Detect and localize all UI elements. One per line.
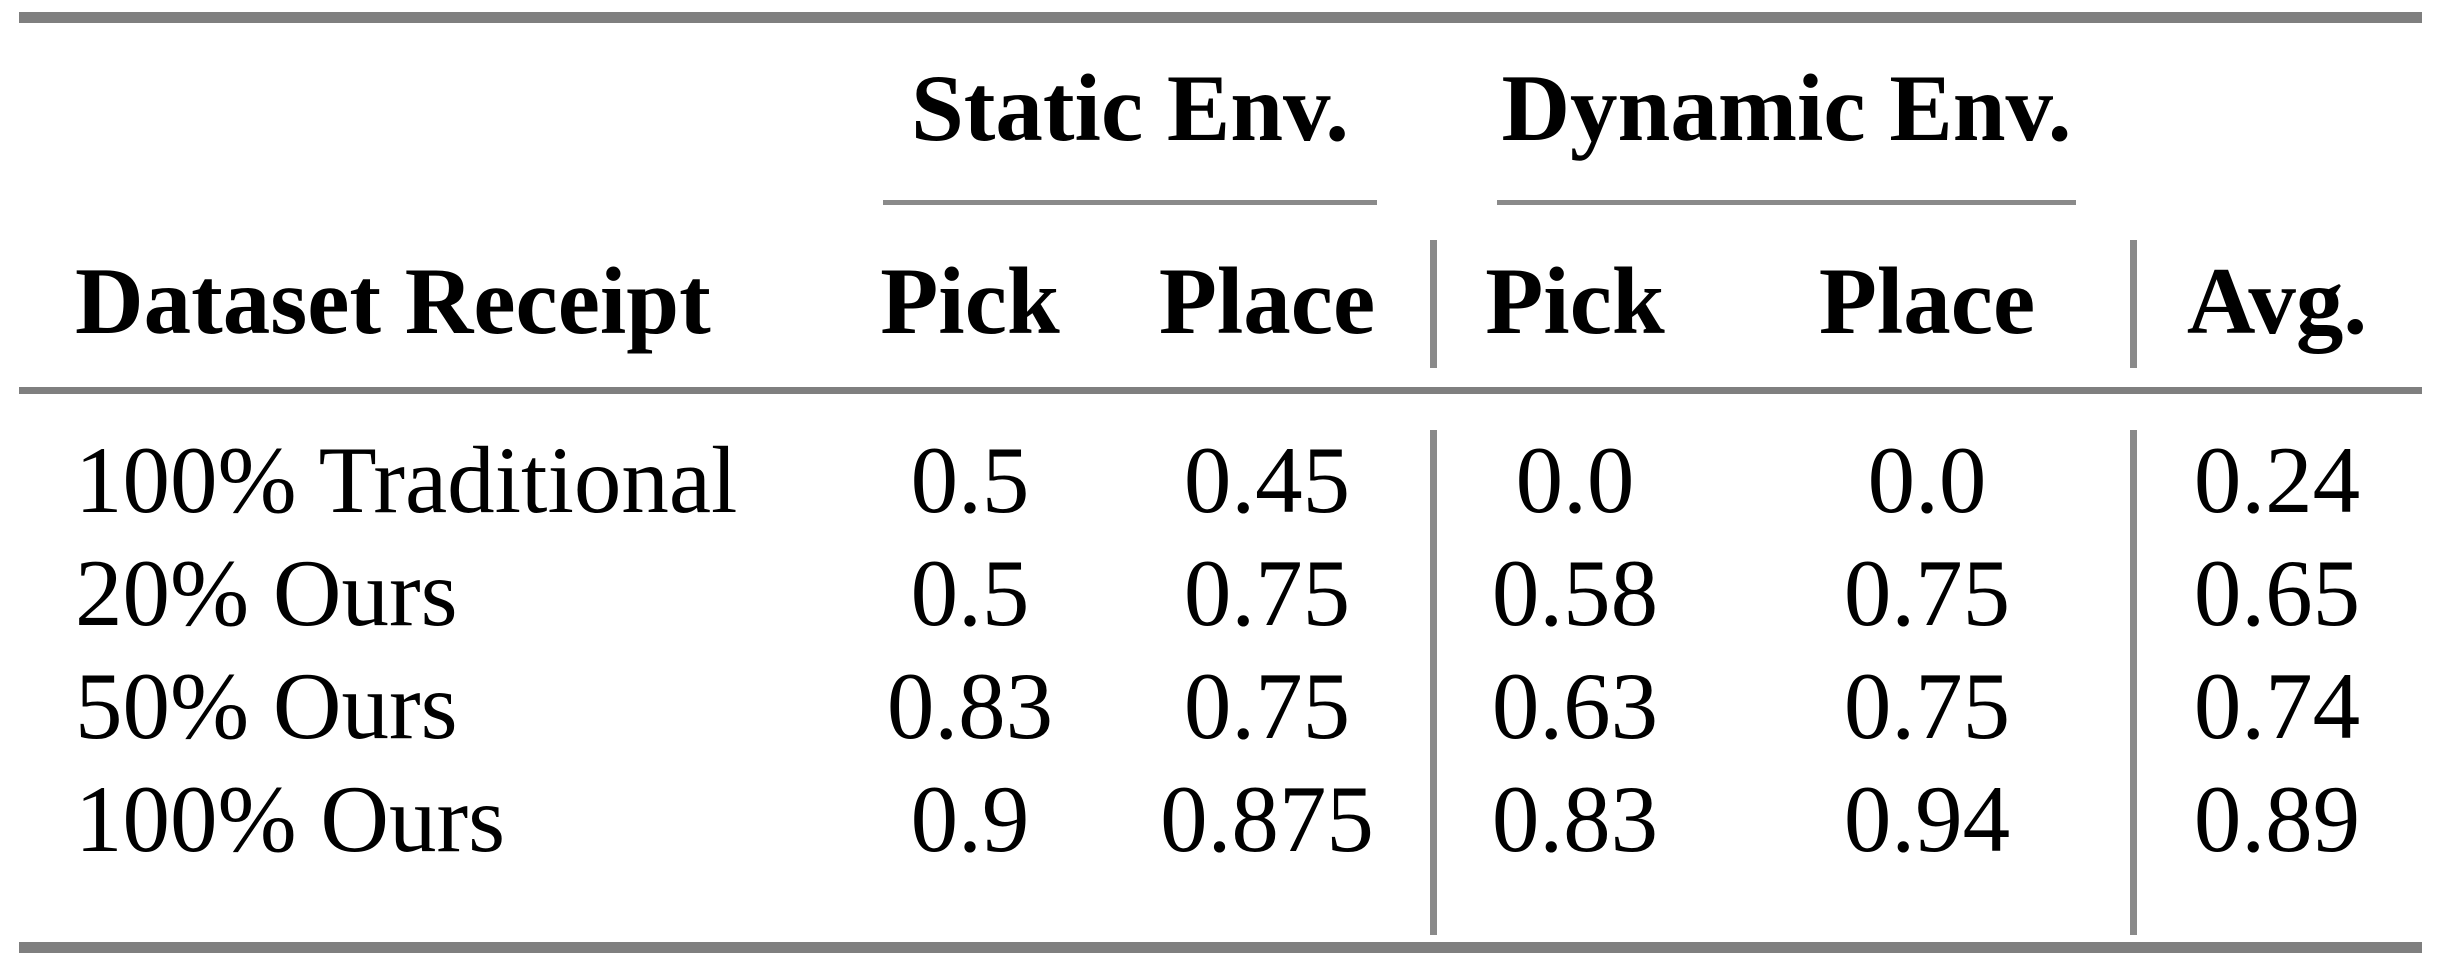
row-label: 50% Ours	[75, 653, 458, 759]
cell-static-place: 0.45	[1183, 427, 1351, 533]
cell-static-pick: 0.83	[886, 653, 1054, 759]
divider-dynamic-avg-header	[2130, 240, 2137, 368]
column-header-avg: Avg.	[2186, 248, 2368, 354]
cell-dynamic-place: 0.75	[1843, 540, 2011, 646]
cell-avg: 0.74	[2193, 653, 2361, 759]
cell-avg: 0.89	[2193, 766, 2361, 872]
table-bottom-rule	[19, 942, 2422, 953]
column-header-dynamic-place: Place	[1818, 248, 2036, 354]
cell-dynamic-pick: 0.63	[1491, 653, 1659, 759]
column-header-static-place: Place	[1158, 248, 1376, 354]
cell-static-place: 0.75	[1183, 540, 1351, 646]
table-top-rule	[19, 12, 2422, 23]
row-label: 20% Ours	[75, 540, 458, 646]
column-header-dynamic-pick: Pick	[1485, 248, 1665, 354]
row-label: 100% Ours	[75, 766, 506, 872]
column-header-static-pick: Pick	[880, 248, 1060, 354]
cell-static-place: 0.875	[1160, 766, 1374, 872]
cell-dynamic-place: 0.75	[1843, 653, 2011, 759]
row-label: 100% Traditional	[75, 427, 738, 533]
static-env-underline	[883, 200, 1377, 205]
cell-dynamic-place: 0.0	[1867, 427, 1987, 533]
divider-static-dynamic-header	[1430, 240, 1437, 368]
column-header-dataset-receipt: Dataset Receipt	[75, 248, 711, 354]
divider-static-dynamic-body	[1430, 430, 1437, 935]
cell-dynamic-pick: 0.58	[1491, 540, 1659, 646]
cell-dynamic-place: 0.94	[1843, 766, 2011, 872]
cell-dynamic-pick: 0.83	[1491, 766, 1659, 872]
cell-static-pick: 0.5	[910, 427, 1030, 533]
table-mid-rule	[19, 387, 2422, 394]
cell-dynamic-pick: 0.0	[1515, 427, 1635, 533]
span-header-static-env: Static Env.	[910, 55, 1350, 161]
cell-avg: 0.24	[2193, 427, 2361, 533]
span-header-dynamic-env: Dynamic Env.	[1501, 55, 2072, 161]
cell-static-place: 0.75	[1183, 653, 1351, 759]
divider-dynamic-avg-body	[2130, 430, 2137, 935]
cell-static-pick: 0.5	[910, 540, 1030, 646]
cell-static-pick: 0.9	[910, 766, 1030, 872]
dynamic-env-underline	[1497, 200, 2076, 205]
cell-avg: 0.65	[2193, 540, 2361, 646]
